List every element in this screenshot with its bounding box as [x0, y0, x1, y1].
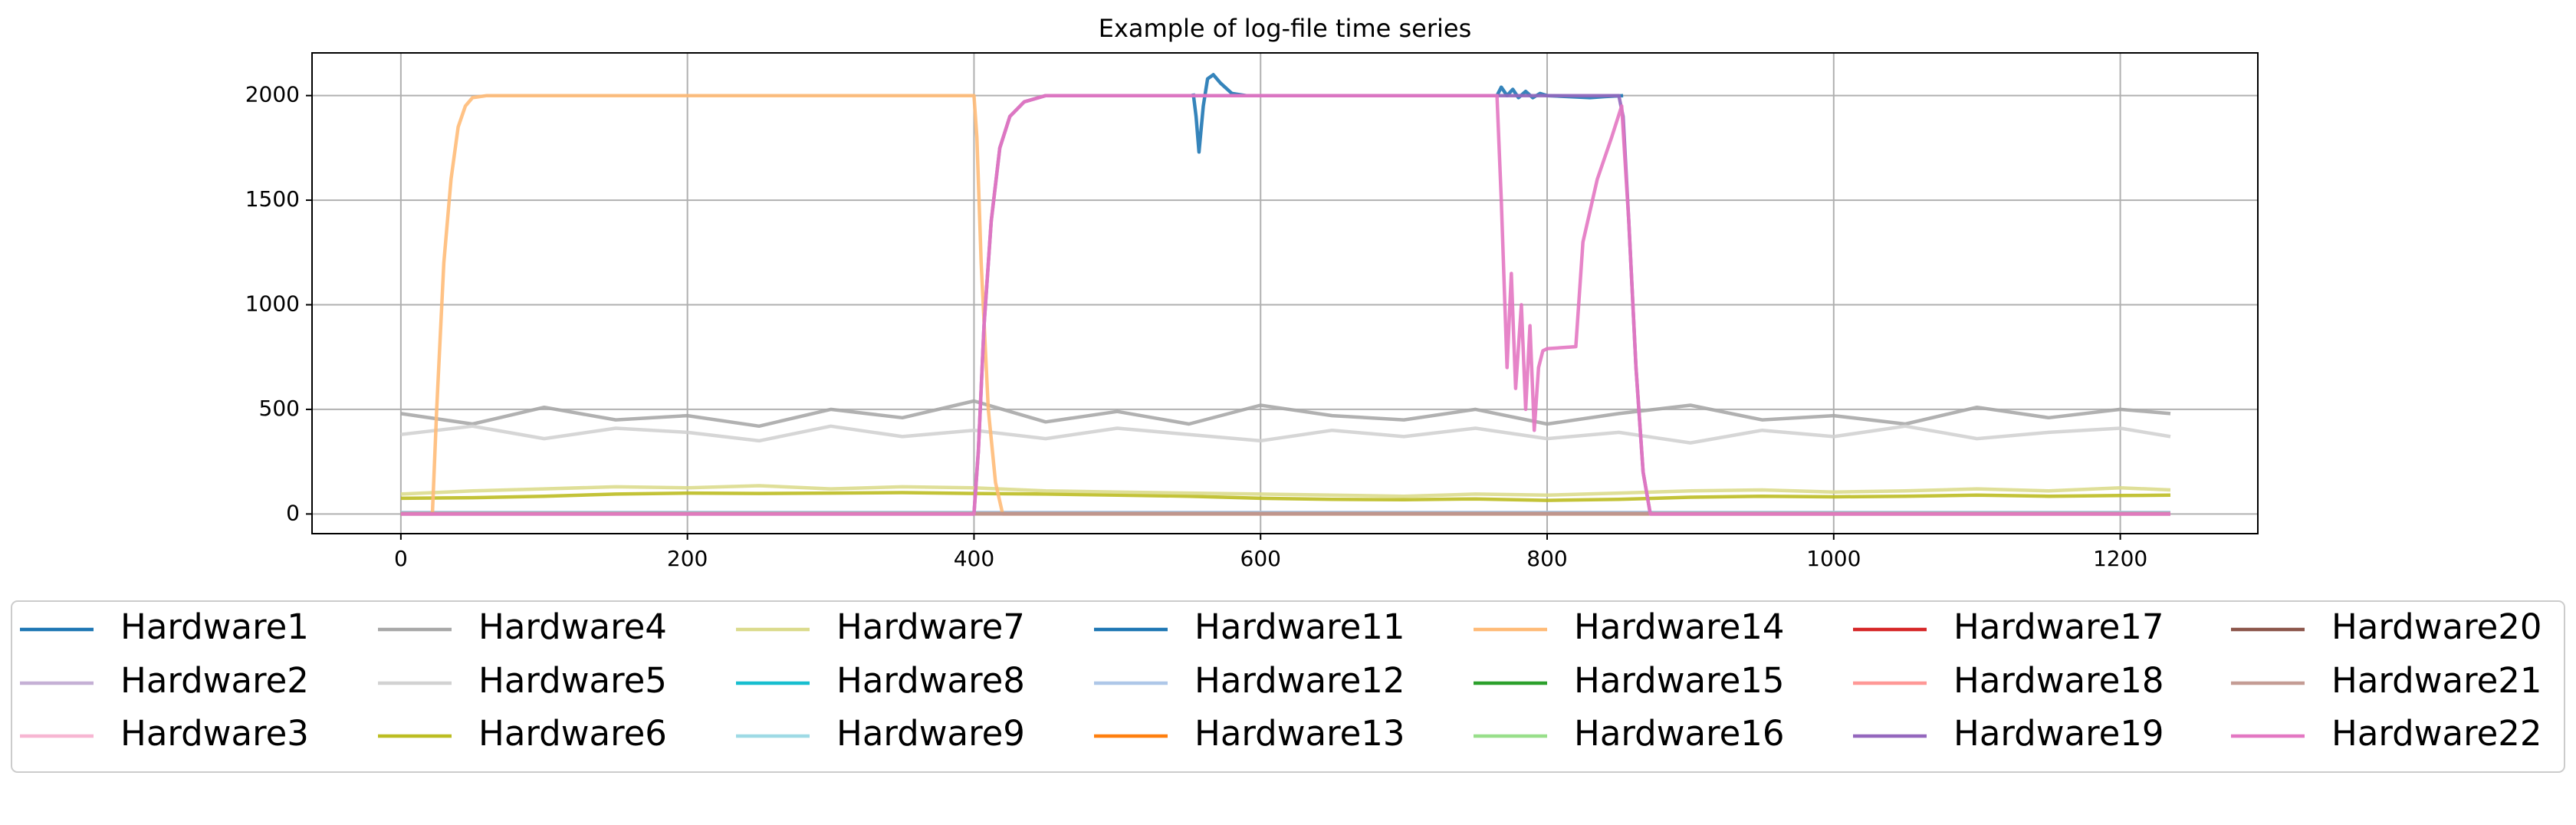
legend-label: Hardware12 — [1194, 660, 1405, 701]
legend-label: Hardware17 — [1953, 606, 2164, 647]
y-tick-label: 1000 — [245, 291, 300, 317]
x-tick-label: 600 — [1240, 546, 1281, 571]
x-tick-label: 1000 — [1806, 546, 1861, 571]
y-tick-label: 2000 — [245, 82, 300, 107]
legend-label: Hardware7 — [836, 606, 1025, 647]
legend-label: Hardware21 — [2331, 660, 2542, 701]
series-line — [400, 94, 2170, 516]
legend-label: Hardware13 — [1194, 713, 1405, 754]
series-line — [400, 484, 2171, 498]
series-line — [400, 491, 2171, 502]
y-tick-label: 1500 — [245, 186, 300, 212]
legend — [11, 600, 2565, 773]
legend-label: Hardware22 — [2331, 713, 2542, 754]
legend-label: Hardware6 — [478, 713, 667, 754]
chart-title: Example of log-file time series — [1099, 14, 1471, 43]
x-tick-label: 200 — [667, 546, 708, 571]
legend-label: Hardware2 — [120, 660, 309, 701]
legend-label: Hardware18 — [1953, 660, 2164, 701]
legend-label: Hardware3 — [120, 713, 309, 754]
series-line — [400, 94, 2170, 516]
legend-label: Hardware15 — [1574, 660, 1785, 701]
legend-label: Hardware11 — [1194, 606, 1405, 647]
legend-label: Hardware20 — [2331, 606, 2542, 647]
plot-frame — [311, 52, 2259, 534]
legend-label: Hardware16 — [1574, 713, 1785, 754]
legend-label: Hardware19 — [1953, 713, 2164, 754]
legend-label: Hardware8 — [836, 660, 1025, 701]
ticks: 0 200 400 600 800 1000 1200 0 500 1000 1500 2000 — [245, 82, 2147, 571]
legend-label: Hardware4 — [478, 606, 667, 647]
x-tick-label: 800 — [1526, 546, 1567, 571]
y-tick-label: 0 — [286, 500, 300, 525]
x-tick-label: 1200 — [2093, 546, 2147, 571]
legend-label: Hardware1 — [120, 606, 309, 647]
series-line — [400, 424, 2171, 445]
x-tick-label: 400 — [954, 546, 994, 571]
y-tick-label: 500 — [259, 396, 300, 421]
legend-label: Hardware14 — [1574, 606, 1785, 647]
legend-label: Hardware5 — [478, 660, 667, 701]
series-line — [400, 399, 2171, 429]
lines — [400, 73, 2171, 516]
legend-entries: Hardware1 Hardware2 Hardware3 Hardware4 Hard… — [20, 606, 2542, 754]
legend-label: Hardware9 — [836, 713, 1025, 754]
x-tick-label: 0 — [394, 546, 408, 571]
